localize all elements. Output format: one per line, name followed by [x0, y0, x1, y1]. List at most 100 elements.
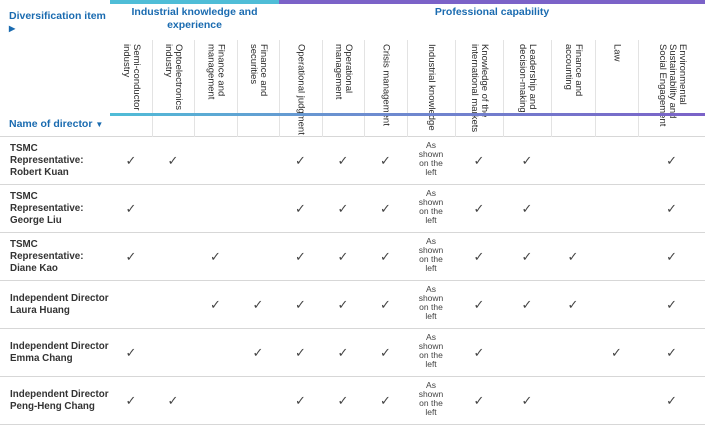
- check-mark-icon: ✓: [125, 345, 137, 361]
- director-name-line: TSMC: [10, 238, 38, 250]
- table-cell: ✓: [279, 184, 322, 233]
- table-cell: [551, 328, 595, 377]
- group-professional-capability: Professional capability: [279, 0, 705, 40]
- column-header: Environmental Sustainability and Social …: [637, 40, 705, 137]
- table-cell: ✓: [322, 280, 364, 329]
- table-cell: [194, 376, 237, 425]
- check-mark-icon: ✓: [473, 153, 485, 169]
- table-cell: ✓: [503, 376, 551, 425]
- as-shown-note: As shown on the left: [418, 332, 444, 369]
- check-mark-icon: ✓: [380, 249, 391, 265]
- table-cell: [152, 280, 194, 329]
- check-mark-icon: ✓: [521, 393, 533, 409]
- table-cell: As shown on the left: [407, 232, 455, 281]
- director-name-line: Representative:: [10, 154, 84, 166]
- check-mark-icon: ✓: [125, 201, 137, 217]
- director-name-line: Robert Kuan: [10, 166, 69, 178]
- check-mark-icon: ✓: [337, 249, 349, 265]
- column-header: Crisis management: [363, 40, 407, 137]
- table-cell: [194, 136, 237, 185]
- table-row: TSMC Representative: Robert Kuan ✓ ✓ ✓ ✓ ✓ As sh…: [0, 136, 705, 185]
- header-divider-line: [110, 113, 705, 116]
- column-header-label: Optoelectronics industry: [163, 44, 184, 111]
- check-mark-icon: ✓: [380, 393, 391, 409]
- as-shown-note: As shown on the left: [418, 284, 444, 321]
- table-cell: ✓: [638, 328, 705, 377]
- arrow-right-icon: ▶: [9, 24, 16, 33]
- diversification-item-label: Diversification item ▶: [9, 10, 106, 33]
- check-mark-icon: ✓: [521, 297, 533, 313]
- director-name-line: Peng-Heng Chang: [10, 400, 95, 412]
- check-mark-icon: ✓: [295, 201, 306, 217]
- table-cell: ✓: [364, 232, 407, 281]
- table-cell: ✓: [551, 232, 595, 281]
- column-header-label: Industrial knowledge: [426, 44, 437, 131]
- director-name-line: TSMC: [10, 190, 38, 202]
- table-cell: [595, 280, 638, 329]
- table-cell: ✓: [322, 184, 364, 233]
- table-cell: ✓: [237, 328, 279, 377]
- check-mark-icon: ✓: [666, 393, 677, 409]
- table-cell: As shown on the left: [407, 184, 455, 233]
- column-header-label: Environmental Sustainability and Social …: [656, 44, 688, 127]
- as-shown-note: As shown on the left: [418, 236, 444, 273]
- column-header-label: Leadership and decision-making: [517, 44, 538, 113]
- table-cell: ✓: [455, 280, 503, 329]
- table-cell: ✓: [110, 232, 152, 281]
- check-mark-icon: ✓: [666, 297, 677, 313]
- table-cell: [503, 328, 551, 377]
- table-row: TSMC Representative: George Liu ✓ ✓ ✓ ✓ As show…: [0, 184, 705, 233]
- column-header-label: Operational management: [333, 44, 354, 100]
- table-cell: [152, 232, 194, 281]
- table-cell: ✓: [279, 376, 322, 425]
- table-cell: ✓: [322, 232, 364, 281]
- check-mark-icon: ✓: [380, 153, 391, 169]
- check-mark-icon: ✓: [252, 297, 264, 313]
- table-cell: ✓: [638, 184, 705, 233]
- as-shown-note: As shown on the left: [418, 140, 444, 177]
- table-cell: [237, 136, 279, 185]
- check-mark-icon: ✓: [337, 393, 349, 409]
- table-cell: ✓: [322, 376, 364, 425]
- column-header: Semi-conductor industry: [110, 40, 152, 137]
- column-header-label: Finance and securities: [248, 44, 269, 97]
- table-cell: [194, 328, 237, 377]
- table-cell: ✓: [638, 376, 705, 425]
- table-cell: As shown on the left: [407, 376, 455, 425]
- column-header: Finance and management: [193, 40, 237, 137]
- table-cell: ✓: [279, 232, 322, 281]
- table-cell: ✓: [194, 232, 237, 281]
- director-name-line: Laura Huang: [10, 304, 70, 316]
- check-mark-icon: ✓: [473, 201, 485, 217]
- check-mark-icon: ✓: [473, 297, 485, 313]
- check-mark-icon: ✓: [167, 153, 179, 169]
- name-of-director-label: Name of director ▼: [9, 118, 104, 130]
- check-mark-icon: ✓: [666, 249, 677, 265]
- table-cell: As shown on the left: [407, 328, 455, 377]
- table-cell: ✓: [322, 328, 364, 377]
- check-mark-icon: ✓: [337, 153, 349, 169]
- as-shown-note: As shown on the left: [418, 380, 444, 417]
- check-mark-icon: ✓: [295, 249, 306, 265]
- director-rows: TSMC Representative: Robert Kuan ✓ ✓ ✓ ✓ ✓ As sh…: [0, 136, 705, 425]
- table-cell: ✓: [503, 136, 551, 185]
- table-row: TSMC Representative: Diane Kao ✓ ✓ ✓ ✓ ✓ As show…: [0, 232, 705, 281]
- column-header-label: Finance and accounting: [563, 44, 584, 97]
- column-header-label: Operational judgment: [295, 44, 307, 135]
- director-name: Independent Director Laura Huang: [0, 280, 110, 329]
- table-cell: ✓: [110, 328, 152, 377]
- check-mark-icon: ✓: [380, 345, 391, 361]
- table-cell: ✓: [551, 280, 595, 329]
- table-cell: ✓: [152, 136, 194, 185]
- director-name-line: TSMC: [10, 142, 38, 154]
- table-cell: ✓: [237, 280, 279, 329]
- director-name: TSMC Representative: George Liu: [0, 184, 110, 233]
- table-cell: [595, 136, 638, 185]
- check-mark-icon: ✓: [666, 153, 677, 169]
- table-cell: ✓: [455, 184, 503, 233]
- check-mark-icon: ✓: [337, 345, 349, 361]
- table-cell: ✓: [110, 136, 152, 185]
- column-header-label: Semi-conductor industry: [120, 44, 142, 111]
- director-name-line: Representative:: [10, 250, 84, 262]
- table-cell: ✓: [152, 376, 194, 425]
